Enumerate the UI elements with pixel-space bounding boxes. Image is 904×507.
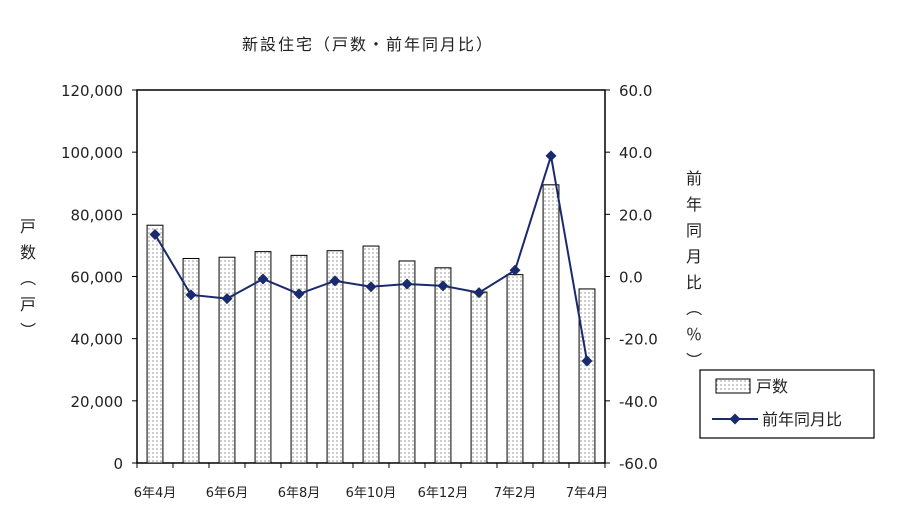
line-point xyxy=(581,355,593,367)
axis-label-char: 月 xyxy=(686,247,702,266)
x-tick-label: 6年6月 xyxy=(206,486,249,501)
bar xyxy=(470,291,488,464)
right-tick-label: -40.0 xyxy=(619,393,658,411)
axis-label-char: 数 xyxy=(20,243,36,262)
right-tick-label: 20.0 xyxy=(619,206,652,224)
bar xyxy=(434,267,452,464)
line-point xyxy=(545,150,557,162)
x-axis: 6年4月 6年6月 6年8月 6年10月 6年12月 7年2月 7年4月 xyxy=(134,463,609,501)
axis-label-char: 年 xyxy=(686,195,702,214)
bar xyxy=(506,274,524,464)
legend-label-line: 前年同月比 xyxy=(762,410,842,429)
left-tick-label: 120,000 xyxy=(61,82,123,100)
bar xyxy=(146,224,164,464)
left-tick-label: 80,000 xyxy=(71,206,124,224)
axis-label-char: 比 xyxy=(686,273,702,292)
bar xyxy=(218,256,236,464)
bar xyxy=(326,250,344,464)
line-point xyxy=(473,287,485,299)
line-point xyxy=(293,288,305,300)
axis-label-char: 戸 xyxy=(20,217,36,236)
bar xyxy=(290,254,308,464)
axis-label-char: （ xyxy=(684,300,703,316)
left-tick-label: 0 xyxy=(113,455,123,473)
axis-label-char: ） xyxy=(18,322,37,338)
right-tick-label: 60.0 xyxy=(619,82,652,100)
right-tick-label: -20.0 xyxy=(619,331,658,349)
line-point xyxy=(509,264,521,276)
y-axis-left-label: 戸数（戸） xyxy=(18,217,37,338)
axis-label-char: 戸 xyxy=(20,295,36,314)
line-point xyxy=(149,229,161,241)
right-tick-label: 0.0 xyxy=(619,269,643,287)
y-axis-right-label: 前年同月比 （ ％ ） xyxy=(684,169,703,368)
x-tick-label: 7年4月 xyxy=(566,486,609,501)
x-tick-label: 6年10月 xyxy=(346,486,397,501)
axis-label-char: ） xyxy=(684,352,703,368)
line-point xyxy=(329,275,341,287)
axis-label-char: （ xyxy=(18,270,37,286)
axis-label-char: 前 xyxy=(686,169,702,188)
line-series xyxy=(149,150,593,367)
line-point xyxy=(221,293,233,305)
x-tick-label: 6年4月 xyxy=(134,486,177,501)
bar xyxy=(542,184,560,464)
left-tick-label: 100,000 xyxy=(61,144,123,162)
line-point xyxy=(365,281,377,293)
left-axis: 0 20,000 40,000 60,000 80,000 100,000 120,000 xyxy=(61,82,137,473)
chart-title: 新設住宅（戸数・前年同月比） xyxy=(242,35,494,54)
left-tick-label: 20,000 xyxy=(71,393,124,411)
bar-series xyxy=(146,184,596,464)
left-tick-label: 60,000 xyxy=(71,269,124,287)
legend-label-bar: 戸数 xyxy=(756,377,788,396)
bar xyxy=(578,288,596,464)
axis-label-char: ％ xyxy=(686,325,702,344)
bar xyxy=(182,257,200,464)
x-tick-label: 6年12月 xyxy=(418,486,469,501)
x-tick-label: 7年2月 xyxy=(494,486,537,501)
bar xyxy=(362,245,380,464)
right-tick-label: 40.0 xyxy=(619,144,652,162)
legend-bar-swatch xyxy=(715,378,751,394)
line-point xyxy=(185,289,197,301)
bar xyxy=(254,251,272,464)
line-point xyxy=(257,273,269,285)
left-tick-label: 40,000 xyxy=(71,331,124,349)
x-tick-label: 6年8月 xyxy=(278,486,321,501)
axis-label-char: 同 xyxy=(686,221,702,240)
line-point xyxy=(437,280,449,292)
right-tick-label: -60.0 xyxy=(619,455,658,473)
right-axis: -60.0 -40.0 -20.0 0.0 20.0 40.0 60.0 xyxy=(605,82,658,473)
line-point xyxy=(401,278,413,290)
bar xyxy=(398,260,416,464)
legend-marker xyxy=(729,413,741,425)
